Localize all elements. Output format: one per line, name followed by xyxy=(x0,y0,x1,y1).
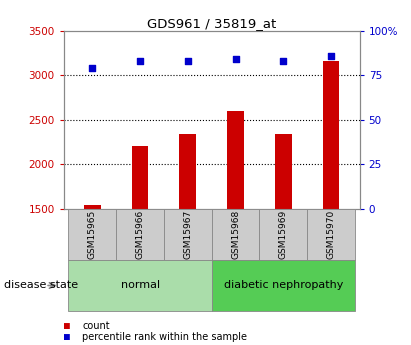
Point xyxy=(137,59,143,64)
Bar xyxy=(164,209,212,260)
Text: count: count xyxy=(82,321,110,331)
Text: GSM15967: GSM15967 xyxy=(183,210,192,259)
Text: normal: normal xyxy=(120,280,159,290)
Text: ■: ■ xyxy=(64,321,69,331)
Text: disease state: disease state xyxy=(4,280,78,290)
Bar xyxy=(212,260,355,310)
Bar xyxy=(180,134,196,342)
Bar xyxy=(132,146,148,342)
Text: GSM15966: GSM15966 xyxy=(136,210,145,259)
Text: GSM15969: GSM15969 xyxy=(279,210,288,259)
Bar xyxy=(84,205,101,342)
Text: percentile rank within the sample: percentile rank within the sample xyxy=(82,333,247,342)
Bar xyxy=(227,111,244,342)
Bar xyxy=(323,61,339,342)
Text: ■: ■ xyxy=(64,333,69,342)
Text: GSM15968: GSM15968 xyxy=(231,210,240,259)
Point xyxy=(185,59,191,64)
Point xyxy=(328,53,334,59)
Point xyxy=(89,66,96,71)
Bar xyxy=(307,209,355,260)
Bar xyxy=(116,209,164,260)
Text: diabetic nephropathy: diabetic nephropathy xyxy=(224,280,343,290)
Bar xyxy=(259,209,307,260)
Bar xyxy=(212,209,259,260)
Point xyxy=(280,59,286,64)
Bar xyxy=(69,209,116,260)
Text: GSM15965: GSM15965 xyxy=(88,210,97,259)
Text: GSM15970: GSM15970 xyxy=(326,210,335,259)
Bar xyxy=(69,260,212,310)
Point xyxy=(232,57,239,62)
Bar xyxy=(275,134,292,342)
Title: GDS961 / 35819_at: GDS961 / 35819_at xyxy=(147,17,276,30)
